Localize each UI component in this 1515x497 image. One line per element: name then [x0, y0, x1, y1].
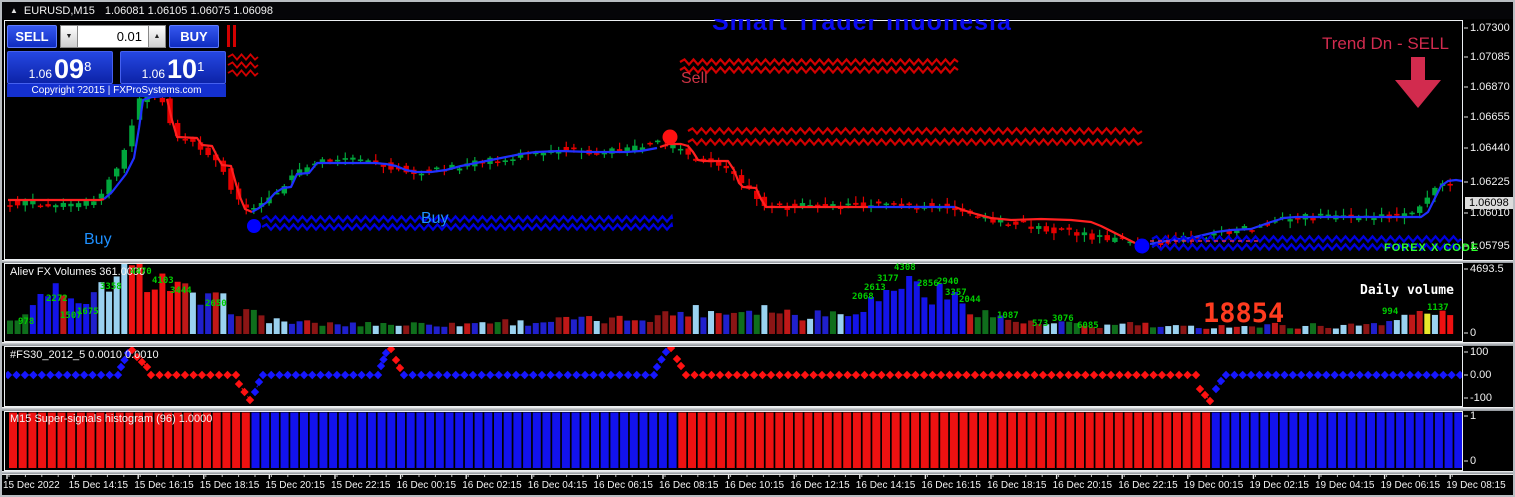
volume-bar-value: 4103: [152, 276, 174, 286]
time-label: 16 Dec 12:15: [790, 480, 850, 491]
time-label: 19 Dec 08:15: [1446, 480, 1506, 491]
volume-bar-value: 2272: [46, 294, 68, 304]
sell-price-prefix: 1.06: [28, 67, 53, 81]
fs30-panel-title: #FS30_2012_5 0.0010 0.0010: [10, 349, 159, 361]
volume-bar-value: 2856: [917, 279, 939, 289]
time-label: 16 Dec 10:15: [724, 480, 785, 491]
sell-price-display[interactable]: 1.06 09 8: [7, 51, 113, 84]
volume-bar-value: 994: [1382, 307, 1399, 317]
buy-price-display[interactable]: 1.06 10 1: [120, 51, 226, 84]
panel-splitter[interactable]: [0, 342, 1515, 346]
scale-label: 1.06655: [1470, 111, 1510, 123]
time-label: 15 Dec 20:15: [265, 480, 325, 491]
volume-panel-title: Aliev FX Volumes 361.0000: [10, 266, 146, 278]
volume-bar-value: 3177: [877, 274, 899, 284]
volume-bar-value: 1675: [77, 307, 99, 317]
sell-price-pip: 8: [84, 59, 92, 74]
time-axis[interactable]: 15 Dec 2022 15 Dec 14:15 15 Dec 16:15 15 De…: [0, 474, 1515, 497]
time-label: 16 Dec 06:15: [593, 480, 653, 491]
fs30-indicator-panel[interactable]: [4, 346, 1463, 407]
volume-bar-value: 2650: [205, 299, 227, 309]
lot-size-input[interactable]: [78, 25, 148, 48]
time-label: 19 Dec 00:15: [1183, 480, 1244, 491]
current-price-tag: 1.06098: [1465, 197, 1515, 209]
forex-x-code-label: FOREX X CODE: [1384, 242, 1480, 254]
sell-signal-label: Sell: [681, 70, 708, 87]
time-label: 15 Dec 2022: [3, 480, 60, 491]
copyright-label: Copyright ?2015 | FXProSystems.com: [7, 84, 226, 97]
panel-splitter[interactable]: [0, 407, 1515, 411]
daily-volume-value: 18854: [1203, 298, 1285, 329]
volume-bar-value: 2068: [852, 292, 874, 302]
time-label: 15 Dec 14:15: [68, 480, 129, 491]
time-label: 16 Dec 04:15: [527, 480, 588, 491]
time-label: 16 Dec 22:15: [1118, 480, 1178, 491]
time-label: 19 Dec 04:15: [1315, 480, 1375, 491]
scale-label: 0: [1470, 455, 1477, 467]
scale-label: 100: [1470, 346, 1489, 358]
buy-price-prefix: 1.06: [141, 67, 166, 81]
volume-bar-value: 2044: [959, 295, 981, 305]
time-label: 16 Dec 14:15: [855, 480, 916, 491]
volume-bar-value: 4470: [130, 267, 152, 277]
volume-bar-value: 573: [1032, 319, 1049, 329]
scale-label: 4693.5: [1470, 263, 1504, 275]
time-label: 15 Dec 18:15: [199, 480, 260, 491]
sell-button[interactable]: SELL: [7, 25, 57, 48]
sell-price-big: 09: [54, 54, 85, 84]
ohlc-quotes: 1.06081 1.06105 1.06075 1.06098: [104, 4, 274, 17]
buy-signal-label: Buy: [421, 210, 449, 227]
panel-splitter[interactable]: [0, 260, 1515, 263]
time-label: 16 Dec 00:15: [396, 480, 457, 491]
lot-increase-button[interactable]: ▲: [148, 25, 166, 48]
chart-title-bar: ▲ EURUSD,M15 1.06081 1.06105 1.06075 1.0…: [2, 2, 1513, 19]
buy-price-big: 10: [167, 54, 198, 84]
time-label: 15 Dec 22:15: [331, 480, 391, 491]
time-label: 16 Dec 20:15: [1052, 480, 1113, 491]
trend-down-arrow-icon: [1395, 57, 1441, 108]
trend-direction-label: Trend Dn - SELL: [1322, 34, 1449, 53]
daily-volume-label: Daily volume: [1360, 283, 1454, 298]
symbol-timeframe: EURUSD,M15: [23, 4, 95, 17]
scale-label: 1.06440: [1470, 142, 1510, 154]
time-label: 16 Dec 02:15: [462, 480, 522, 491]
one-click-trade-panel: SELL ▼ ▲ BUY 1.06 09 8 1.06 10 1 Copyrig…: [7, 25, 226, 97]
time-label: 16 Dec 16:15: [921, 480, 981, 491]
volume-bar-value: 3076: [1052, 314, 1074, 324]
scale-label: 1.07085: [1470, 51, 1510, 63]
time-label: 19 Dec 06:15: [1380, 480, 1441, 491]
buy-price-pip: 1: [197, 59, 205, 74]
collapse-triangle-icon: ▲: [10, 6, 18, 15]
buy-button[interactable]: BUY: [169, 25, 219, 48]
scale-label: 1.06010: [1470, 207, 1510, 219]
volume-bar-value: 6085: [1077, 321, 1099, 331]
time-label: 19 Dec 02:15: [1249, 480, 1309, 491]
scale-label: 1.07300: [1470, 22, 1510, 34]
scale-label: -100: [1470, 392, 1493, 404]
scale-label: 1.06870: [1470, 81, 1510, 93]
supersignals-indicator-panel[interactable]: [4, 411, 1463, 471]
lot-decrease-button[interactable]: ▼: [60, 25, 78, 48]
scale-label: 1.05795: [1470, 240, 1510, 252]
scale-label: 1: [1470, 410, 1477, 422]
buy-signal-label: Buy: [84, 231, 112, 248]
volume-bar-value: 4308: [894, 263, 916, 273]
volume-bar-value: 978: [18, 317, 35, 327]
scale-label: 1.06225: [1470, 176, 1510, 188]
volume-bar-value: 1087: [997, 311, 1019, 321]
volume-bar-value: 1137: [1427, 303, 1449, 313]
histogram-panel-title: M15 Super-signals histogram (96) 1.0000: [10, 413, 213, 425]
scale-label: 0.00: [1470, 369, 1492, 381]
panel-splitter[interactable]: [0, 471, 1515, 474]
volume-bar-value: 2613: [864, 283, 886, 293]
time-label: 16 Dec 18:15: [987, 480, 1047, 491]
price-scale-column[interactable]: 1.07300 1.07085 1.06870 1.06655 1.06440 1.062…: [1464, 19, 1515, 474]
time-label: 16 Dec 08:15: [659, 480, 719, 491]
volume-bar-value: 3358: [100, 282, 122, 292]
volume-bar-value: 3444: [170, 286, 192, 296]
time-label: 15 Dec 16:15: [134, 480, 194, 491]
scale-label: 0: [1470, 327, 1477, 339]
volume-bar-value: 2940: [937, 277, 959, 287]
